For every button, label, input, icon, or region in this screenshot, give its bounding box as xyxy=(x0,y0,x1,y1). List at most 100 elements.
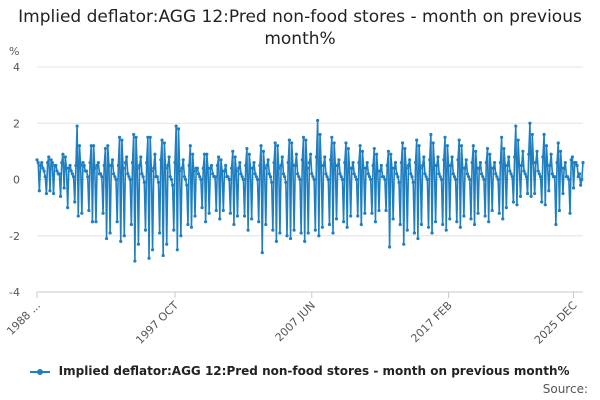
data-point[interactable] xyxy=(160,138,164,142)
data-point[interactable] xyxy=(469,217,473,221)
data-point[interactable] xyxy=(165,242,169,246)
data-point[interactable] xyxy=(217,155,221,159)
data-point[interactable] xyxy=(477,166,481,170)
data-point[interactable] xyxy=(305,166,309,170)
data-point[interactable] xyxy=(158,231,162,235)
data-point[interactable] xyxy=(400,141,405,145)
data-point[interactable] xyxy=(63,155,67,159)
data-point[interactable] xyxy=(112,172,116,176)
data-point[interactable] xyxy=(422,155,426,159)
data-point[interactable] xyxy=(483,214,487,218)
data-point[interactable] xyxy=(71,175,76,179)
data-point[interactable] xyxy=(501,217,505,221)
data-point[interactable] xyxy=(338,172,342,176)
data-point[interactable] xyxy=(41,166,45,170)
data-point[interactable] xyxy=(159,158,163,162)
data-point[interactable] xyxy=(536,169,540,173)
data-point[interactable] xyxy=(84,169,89,173)
data-point[interactable] xyxy=(122,234,126,238)
data-point[interactable] xyxy=(58,194,63,198)
data-point[interactable] xyxy=(175,248,179,252)
data-point[interactable] xyxy=(462,214,466,218)
data-point[interactable] xyxy=(424,175,428,179)
data-point[interactable] xyxy=(433,220,438,224)
data-point[interactable] xyxy=(200,206,204,210)
data-point[interactable] xyxy=(179,234,183,238)
data-point[interactable] xyxy=(253,172,257,176)
data-point[interactable] xyxy=(524,175,529,179)
data-point[interactable] xyxy=(538,175,543,179)
data-point[interactable] xyxy=(291,163,295,168)
data-point[interactable] xyxy=(79,163,83,168)
data-point[interactable] xyxy=(209,163,214,168)
data-point[interactable] xyxy=(363,211,367,215)
data-point[interactable] xyxy=(448,217,452,221)
data-point[interactable] xyxy=(432,163,437,168)
data-point[interactable] xyxy=(504,206,508,210)
data-point[interactable] xyxy=(54,163,58,168)
data-point[interactable] xyxy=(340,177,345,182)
data-point[interactable] xyxy=(237,166,241,170)
data-point[interactable] xyxy=(226,175,230,179)
data-point[interactable] xyxy=(555,161,559,165)
data-point[interactable] xyxy=(378,169,382,173)
data-point[interactable] xyxy=(408,158,412,162)
data-point[interactable] xyxy=(505,163,510,168)
data-point[interactable] xyxy=(418,166,422,170)
data-point[interactable] xyxy=(139,155,143,159)
data-point[interactable] xyxy=(152,166,156,170)
data-point[interactable] xyxy=(485,146,490,151)
data-point[interactable] xyxy=(275,144,280,148)
data-point[interactable] xyxy=(300,158,304,162)
data-point[interactable] xyxy=(461,166,465,170)
data-point[interactable] xyxy=(321,163,326,168)
data-point[interactable] xyxy=(286,161,290,165)
data-point[interactable] xyxy=(229,166,234,170)
data-point[interactable] xyxy=(566,175,570,179)
data-point[interactable] xyxy=(38,163,43,168)
data-point[interactable] xyxy=(299,231,303,235)
data-point[interactable] xyxy=(410,175,414,179)
data-point[interactable] xyxy=(43,175,47,179)
data-point[interactable] xyxy=(441,222,445,227)
data-point[interactable] xyxy=(454,177,458,182)
data-point[interactable] xyxy=(134,135,138,139)
data-point[interactable] xyxy=(68,163,72,168)
data-point[interactable] xyxy=(388,245,392,249)
data-point[interactable] xyxy=(142,180,146,184)
data-point[interactable] xyxy=(141,175,145,179)
data-point[interactable] xyxy=(438,175,442,179)
data-point[interactable] xyxy=(525,191,530,196)
data-point[interactable] xyxy=(245,146,249,151)
data-point[interactable] xyxy=(306,231,310,235)
data-point[interactable] xyxy=(220,169,224,173)
data-point[interactable] xyxy=(509,172,513,176)
data-point[interactable] xyxy=(390,166,394,170)
data-point[interactable] xyxy=(121,166,125,170)
data-point[interactable] xyxy=(90,220,95,224)
data-point[interactable] xyxy=(195,166,199,170)
data-point[interactable] xyxy=(310,172,314,176)
data-point[interactable] xyxy=(261,149,266,153)
data-point[interactable] xyxy=(138,163,142,168)
data-point[interactable] xyxy=(442,158,446,162)
data-point[interactable] xyxy=(213,175,217,179)
data-point[interactable] xyxy=(346,146,350,151)
data-point[interactable] xyxy=(246,228,250,232)
data-point[interactable] xyxy=(129,222,133,227)
data-point[interactable] xyxy=(178,169,182,173)
data-point[interactable] xyxy=(464,158,468,162)
data-point[interactable] xyxy=(443,135,447,139)
data-point[interactable] xyxy=(93,166,97,170)
data-point[interactable] xyxy=(86,175,90,179)
data-point[interactable] xyxy=(581,161,585,165)
data-point[interactable] xyxy=(49,158,53,162)
data-point[interactable] xyxy=(569,158,573,162)
data-point[interactable] xyxy=(169,177,174,182)
data-point[interactable] xyxy=(529,194,533,198)
data-point[interactable] xyxy=(227,177,231,182)
data-point[interactable] xyxy=(149,169,153,173)
data-point[interactable] xyxy=(110,158,115,162)
data-point[interactable] xyxy=(409,172,413,176)
data-point[interactable] xyxy=(188,144,192,148)
